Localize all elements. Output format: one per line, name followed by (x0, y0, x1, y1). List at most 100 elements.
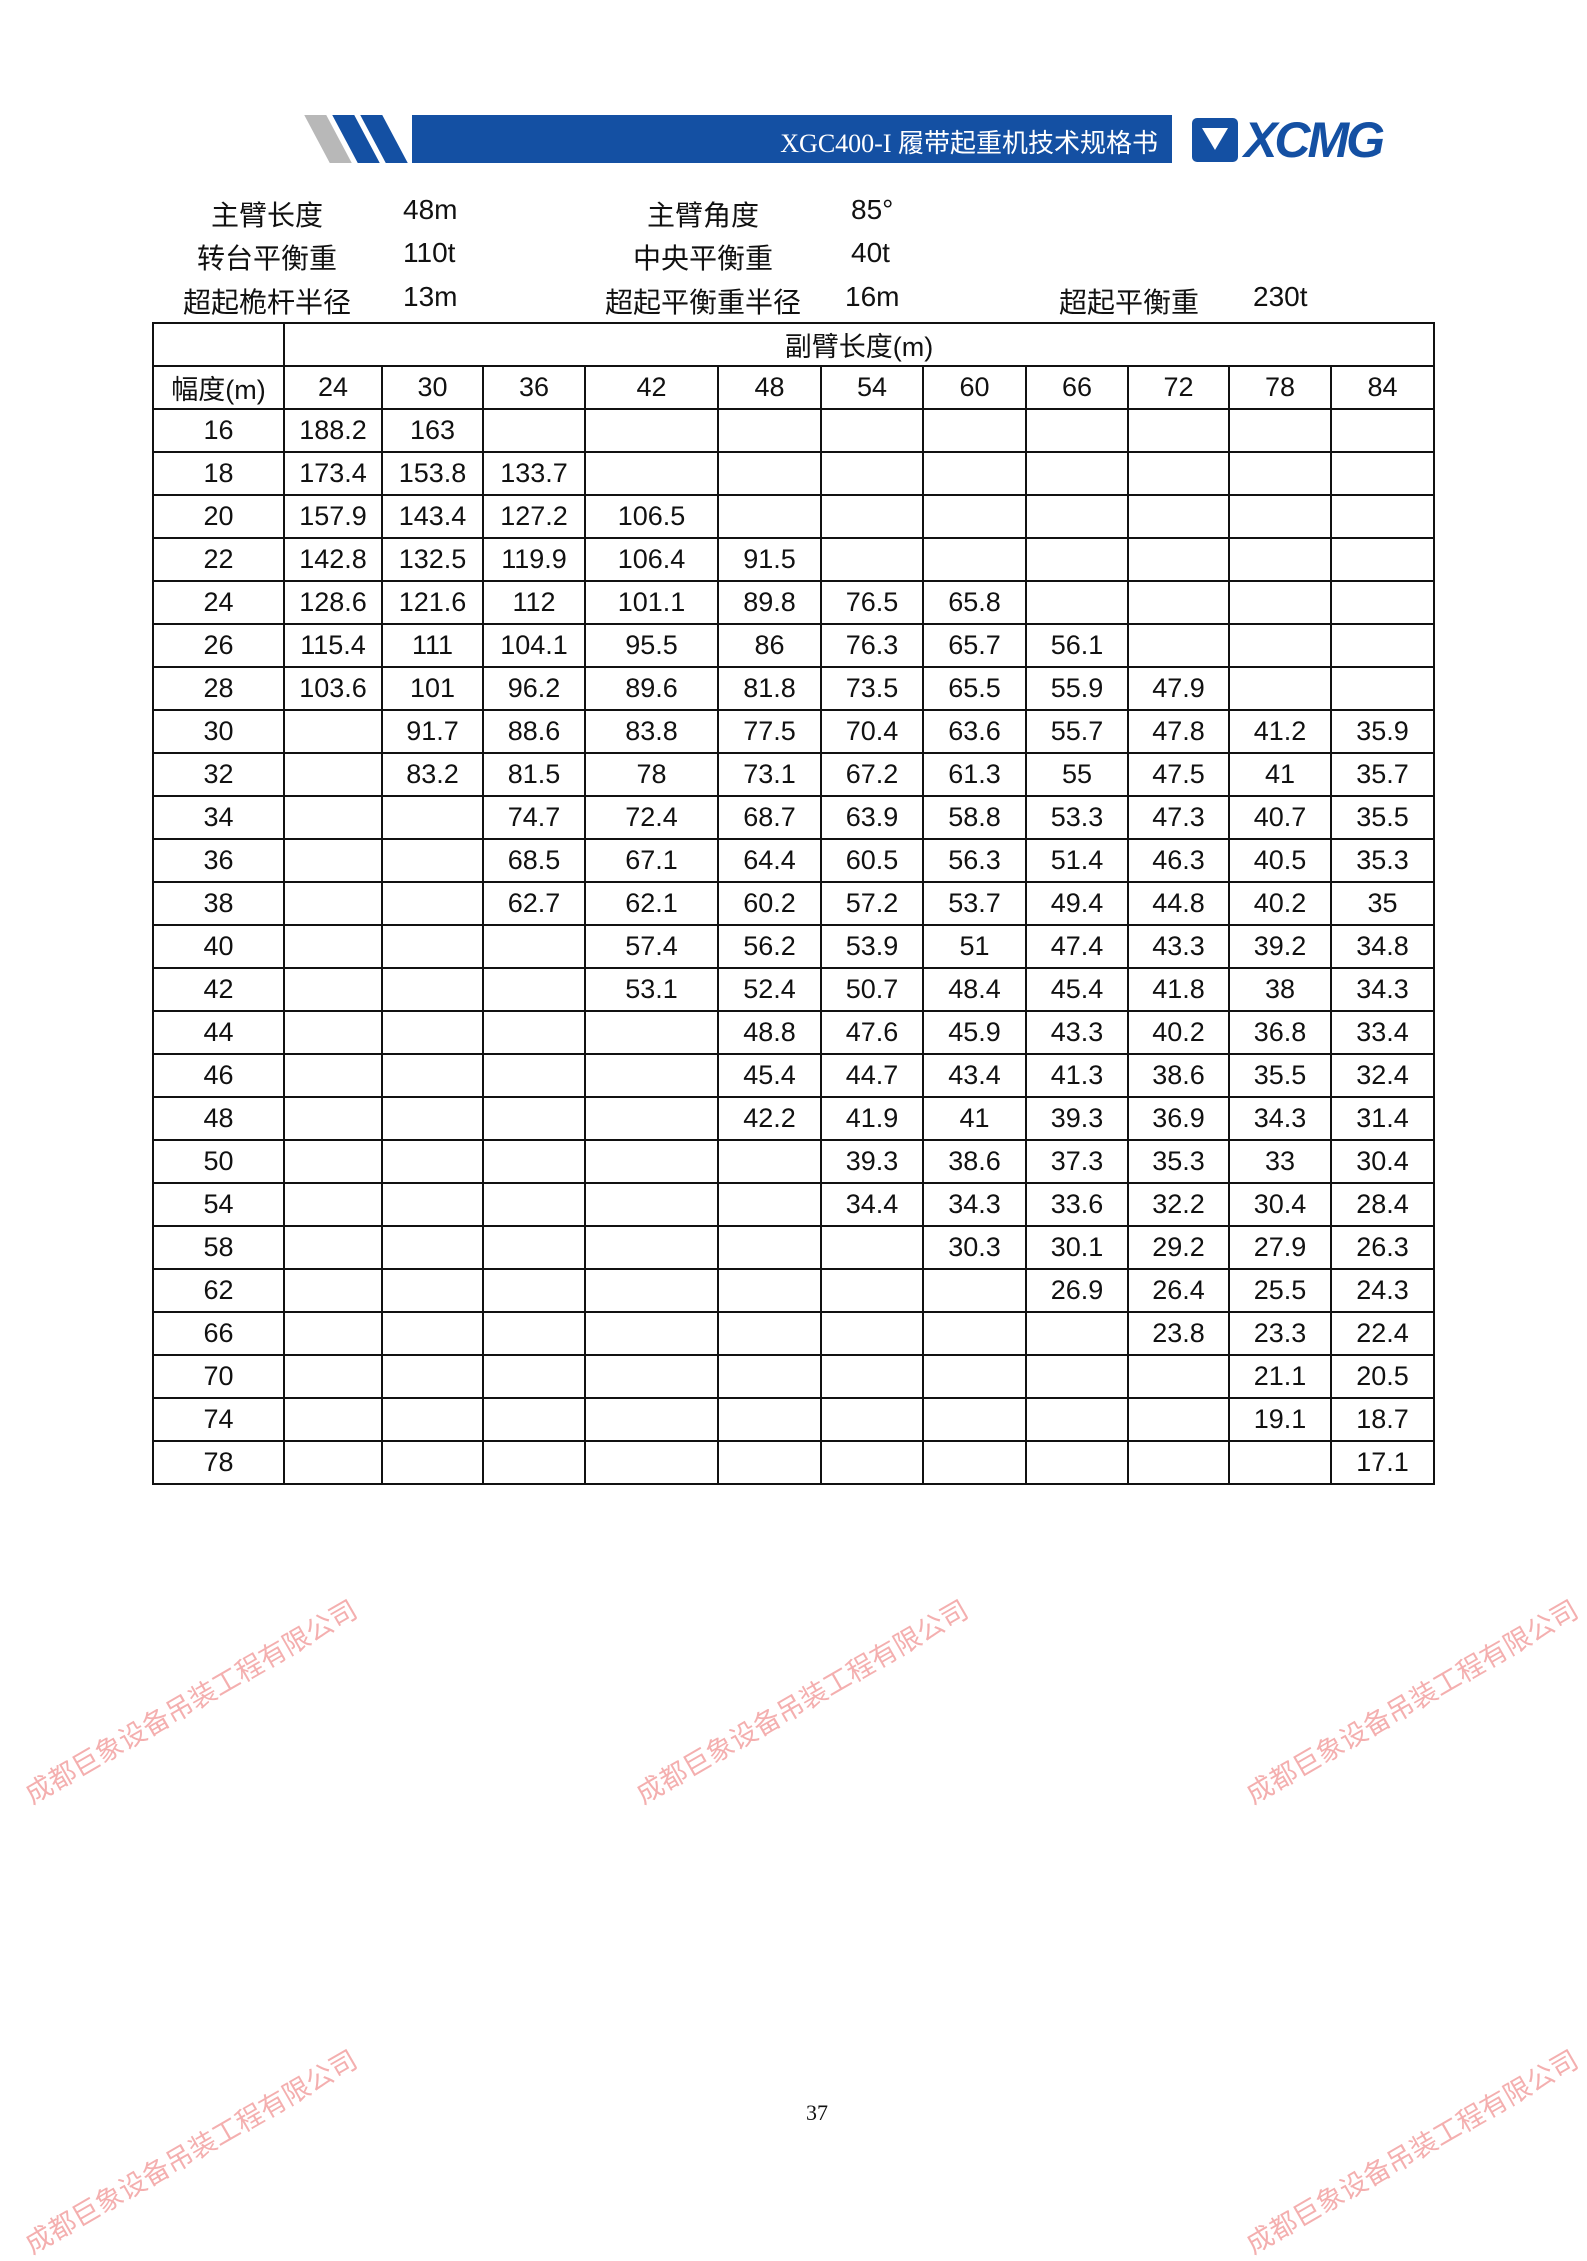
capacity-cell (482, 1311, 586, 1356)
capacity-cell (381, 924, 484, 969)
spec-value-superlift-counterweight: 230t (1253, 281, 1308, 312)
capacity-cell (584, 1010, 719, 1055)
capacity-cell (1329, 494, 1436, 539)
radius-cell: 22 (152, 537, 285, 582)
capacity-cell: 43.3 (1127, 924, 1230, 969)
radius-cell: 66 (152, 1311, 285, 1356)
document-title: XGC400-I 履带起重机技术规格书 (780, 129, 1158, 158)
capacity-cell: 46.3 (1127, 838, 1230, 883)
capacity-cell: 51.4 (1025, 838, 1129, 883)
capacity-cell: 26.3 (1329, 1225, 1436, 1270)
capacity-cell (1127, 451, 1230, 496)
capacity-cell: 48.4 (922, 967, 1027, 1012)
capacity-cell: 44.8 (1127, 881, 1230, 926)
capacity-cell (717, 1311, 822, 1356)
capacity-cell (482, 1053, 586, 1098)
capacity-cell: 86 (717, 623, 822, 668)
capacity-cell (381, 1311, 484, 1356)
capacity-cell: 47.3 (1127, 795, 1230, 840)
radius-cell: 62 (152, 1268, 285, 1313)
capacity-cell: 96.2 (482, 666, 586, 711)
capacity-cell (584, 1397, 719, 1442)
table-row: 22 142.8 132.5 119.9 106.4 91.5 (152, 537, 1436, 582)
radius-cell: 18 (152, 451, 285, 496)
capacity-cell: 35.3 (1329, 838, 1436, 883)
jib-length-column-header: 30 (381, 365, 484, 410)
radius-cell: 58 (152, 1225, 285, 1270)
capacity-cell (717, 494, 822, 539)
capacity-cell (283, 795, 383, 840)
watermark: 成都巨象设备吊装工程有限公司 (631, 1594, 974, 1810)
capacity-cell (283, 1053, 383, 1098)
capacity-cell (1228, 408, 1332, 453)
capacity-cell (1329, 666, 1436, 711)
capacity-cell: 106.4 (584, 537, 719, 582)
table-row: 24 128.6 121.6 112 101.1 89.8 76.5 65.8 (152, 580, 1436, 625)
jib-length-header: 副臂长度(m) (282, 322, 1436, 367)
capacity-cell: 89.8 (717, 580, 822, 625)
capacity-cell: 78 (584, 752, 719, 797)
capacity-cell: 29.2 (1127, 1225, 1230, 1270)
capacity-cell (1329, 580, 1436, 625)
jib-length-column-header: 24 (283, 365, 383, 410)
capacity-cell: 47.5 (1127, 752, 1230, 797)
capacity-cell (381, 1354, 484, 1399)
table-row: 62 26.9 26.4 25.5 24.3 (152, 1268, 1436, 1313)
capacity-cell: 56.3 (922, 838, 1027, 883)
capacity-cell: 143.4 (381, 494, 484, 539)
capacity-cell (482, 1010, 586, 1055)
capacity-cell: 56.1 (1025, 623, 1129, 668)
header-banner: XGC400-I 履带起重机技术规格书 (304, 115, 1172, 163)
capacity-cell: 103.6 (283, 666, 383, 711)
capacity-cell (820, 451, 924, 496)
capacity-cell: 115.4 (283, 623, 383, 668)
capacity-cell (584, 451, 719, 496)
capacity-cell (584, 1096, 719, 1141)
capacity-cell: 34.4 (820, 1182, 924, 1227)
capacity-cell: 65.7 (922, 623, 1027, 668)
table-row: 46 45.4 44.7 43.4 41.3 38.6 35.5 32.4 (152, 1053, 1436, 1098)
capacity-cell: 62.7 (482, 881, 586, 926)
capacity-cell (1025, 1440, 1129, 1485)
radius-cell: 40 (152, 924, 285, 969)
capacity-cell (1127, 408, 1230, 453)
capacity-cell (1228, 451, 1332, 496)
capacity-cell: 26.9 (1025, 1268, 1129, 1313)
capacity-cell: 38.6 (1127, 1053, 1230, 1098)
capacity-cell: 132.5 (381, 537, 484, 582)
capacity-cell: 35.7 (1329, 752, 1436, 797)
capacity-cell: 101.1 (584, 580, 719, 625)
spec-label-main-boom-length: 主臂长度 (210, 200, 324, 231)
jib-length-column-header: 72 (1127, 365, 1230, 410)
radius-cell: 28 (152, 666, 285, 711)
capacity-cell: 52.4 (717, 967, 822, 1012)
capacity-cell: 53.9 (820, 924, 924, 969)
table-row: 34 74.7 72.4 68.7 63.9 58.8 53.3 47.3 40.7 35.5 (152, 795, 1436, 840)
capacity-cell: 45.9 (922, 1010, 1027, 1055)
capacity-cell (482, 1268, 586, 1313)
logo-text: XCMG (1244, 112, 1385, 168)
table-row: 50 39.3 38.6 37.3 35.3 33 30.4 (152, 1139, 1436, 1184)
capacity-cell (922, 408, 1027, 453)
capacity-cell: 73.5 (820, 666, 924, 711)
capacity-cell: 36.9 (1127, 1096, 1230, 1141)
capacity-cell (820, 537, 924, 582)
radius-cell: 26 (152, 623, 285, 668)
capacity-cell (1329, 408, 1436, 453)
capacity-cell: 33.6 (1025, 1182, 1129, 1227)
page-number: 37 (806, 2100, 828, 2125)
capacity-cell: 41 (1228, 752, 1332, 797)
capacity-cell (283, 1182, 383, 1227)
capacity-cell: 121.6 (381, 580, 484, 625)
radius-cell: 78 (152, 1440, 285, 1485)
capacity-cell: 57.2 (820, 881, 924, 926)
capacity-cell: 45.4 (1025, 967, 1129, 1012)
capacity-cell (1127, 1354, 1230, 1399)
capacity-cell: 35.5 (1228, 1053, 1332, 1098)
radius-cell: 30 (152, 709, 285, 754)
capacity-cell (381, 1182, 484, 1227)
capacity-cell: 31.4 (1329, 1096, 1436, 1141)
capacity-cell: 55 (1025, 752, 1129, 797)
capacity-cell: 101 (381, 666, 484, 711)
capacity-cell (482, 1096, 586, 1141)
